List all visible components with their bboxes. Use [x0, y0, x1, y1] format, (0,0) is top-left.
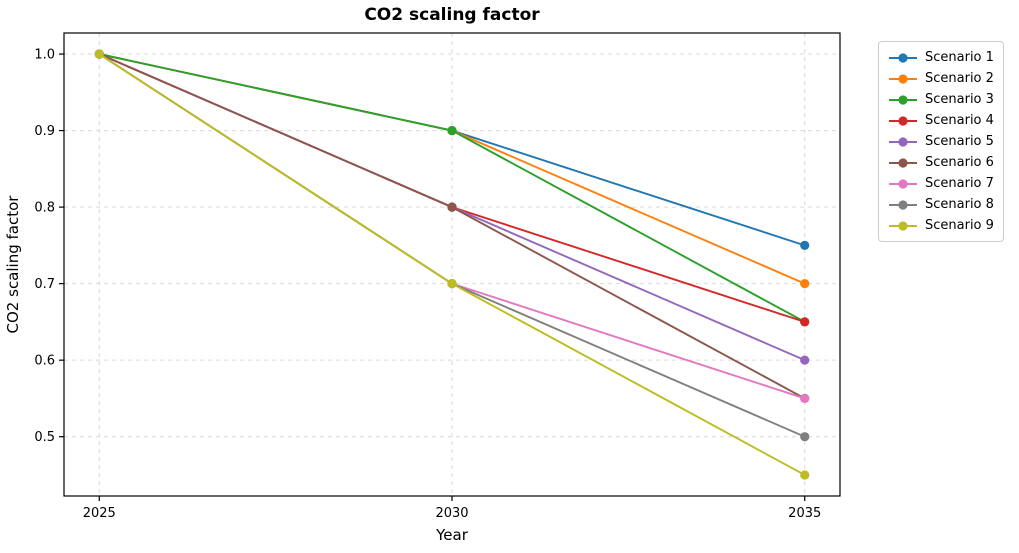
- legend-marker-icon: [889, 136, 917, 147]
- data-point-marker: [800, 355, 810, 365]
- legend-label: Scenario 9: [925, 218, 994, 233]
- legend-marker-dot: [898, 73, 908, 84]
- legend-marker-icon: [889, 157, 917, 168]
- data-point-marker: [800, 317, 810, 327]
- y-tick-label: 0.6: [34, 354, 55, 369]
- legend-label: Scenario 5: [925, 134, 994, 149]
- legend-entry: Scenario 1: [888, 47, 994, 68]
- chart-title: CO2 scaling factor: [364, 5, 540, 25]
- data-point-marker: [447, 125, 457, 136]
- legend-label: Scenario 7: [925, 176, 994, 191]
- legend-entry: Scenario 5: [888, 131, 994, 152]
- data-point-marker: [447, 202, 457, 212]
- data-point-marker: [447, 279, 457, 289]
- legend-marker-icon: [889, 199, 917, 210]
- legend-marker-dot: [898, 115, 908, 126]
- legend: Scenario 1 Scenario 2 Scenario 3 Scenario 4…: [878, 41, 1004, 242]
- data-point-marker: [800, 393, 810, 404]
- legend-marker-icon: [889, 73, 917, 84]
- y-tick-label: 0.8: [34, 201, 55, 216]
- legend-marker-dot: [898, 94, 908, 105]
- legend-label: Scenario 6: [925, 155, 994, 170]
- legend-entry: Scenario 2: [888, 68, 994, 89]
- legend-marker-dot: [898, 178, 908, 189]
- x-tick-label: 2025: [83, 506, 116, 521]
- legend-marker-dot: [898, 136, 908, 147]
- legend-entry: Scenario 4: [888, 110, 994, 131]
- data-point-marker: [94, 49, 104, 59]
- data-point-marker: [800, 470, 810, 480]
- x-tick-label: 2035: [788, 506, 821, 521]
- legend-entry: Scenario 9: [888, 215, 994, 236]
- data-point-marker: [800, 432, 810, 442]
- y-tick-label: 0.9: [34, 124, 55, 139]
- legend-label: Scenario 2: [925, 71, 994, 86]
- y-tick-label: 1.0: [34, 48, 55, 63]
- legend-marker-icon: [889, 52, 917, 63]
- legend-marker-icon: [889, 94, 917, 105]
- legend-marker-icon: [889, 178, 917, 189]
- legend-entry: Scenario 3: [888, 89, 994, 110]
- legend-marker-dot: [898, 157, 908, 168]
- legend-entry: Scenario 6: [888, 152, 994, 173]
- x-axis-label: Year: [435, 526, 469, 544]
- legend-label: Scenario 1: [925, 50, 994, 65]
- legend-label: Scenario 3: [925, 92, 994, 107]
- data-point-marker: [800, 240, 810, 250]
- y-tick-label: 0.7: [34, 277, 55, 292]
- legend-label: Scenario 4: [925, 113, 994, 128]
- legend-marker-dot: [898, 199, 908, 210]
- x-tick-label: 2030: [435, 506, 468, 521]
- y-tick-label: 0.5: [34, 430, 55, 445]
- legend-marker-dot: [898, 52, 908, 63]
- legend-marker-icon: [889, 220, 917, 231]
- legend-entry: Scenario 8: [888, 194, 994, 215]
- legend-entry: Scenario 7: [888, 173, 994, 194]
- legend-label: Scenario 8: [925, 197, 994, 212]
- data-point-marker: [800, 279, 810, 289]
- y-axis-label: CO2 scaling factor: [4, 195, 22, 334]
- legend-marker-icon: [889, 115, 917, 126]
- legend-marker-dot: [898, 220, 908, 231]
